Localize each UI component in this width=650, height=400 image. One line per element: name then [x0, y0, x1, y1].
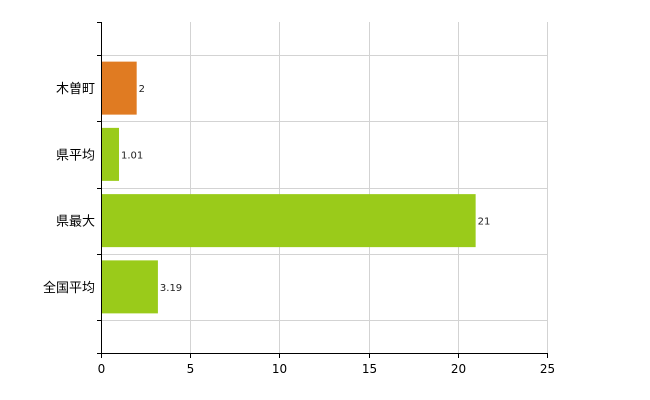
x-tick-label-15: 15	[362, 362, 377, 376]
data-label-3: 21	[478, 217, 491, 228]
x-tick-label-5: 5	[187, 362, 195, 376]
category-label-3: 県最大	[56, 215, 95, 230]
x-tick-label-10: 10	[272, 362, 287, 376]
data-label-4: 3.19	[160, 283, 182, 294]
x-tick-label-20: 20	[451, 362, 466, 376]
category-label-4: 全国平均	[43, 280, 95, 296]
x-tick-label-0: 0	[98, 362, 106, 376]
axes	[97, 22, 548, 358]
x-tick-label-25: 25	[540, 362, 555, 376]
bar-3	[102, 194, 476, 248]
bars	[102, 61, 476, 314]
category-label-2: 県平均	[56, 148, 95, 163]
bar-4	[102, 260, 158, 314]
gridlines	[101, 22, 548, 353]
bar-1	[102, 61, 137, 115]
category-label-1: 木曽町	[56, 82, 95, 97]
bar-2	[102, 127, 120, 181]
data-label-2: 1.01	[121, 150, 143, 161]
data-label-1: 2	[139, 84, 145, 95]
